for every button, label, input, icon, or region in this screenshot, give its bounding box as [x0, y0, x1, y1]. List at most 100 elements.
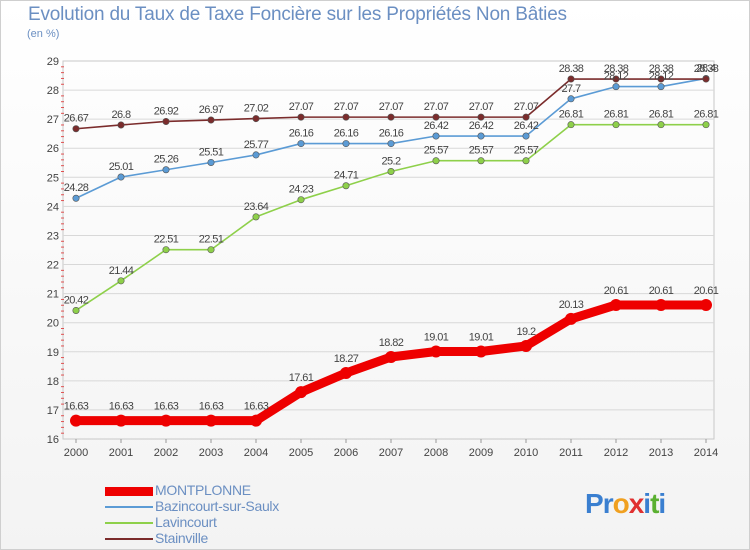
- x-tick-label: 2013: [649, 447, 673, 459]
- data-label: 26.42: [469, 120, 494, 132]
- data-point: [72, 306, 80, 314]
- x-tick-label: 2008: [424, 447, 448, 459]
- data-label: 26.81: [694, 109, 719, 121]
- y-tick-label: 26: [47, 143, 59, 155]
- x-tick-label: 2003: [199, 447, 223, 459]
- data-point: [117, 277, 125, 285]
- y-tick-label: 20: [47, 318, 59, 330]
- x-tick-label: 2007: [379, 447, 403, 459]
- legend-label: Lavincourt: [155, 514, 217, 530]
- data-point: [252, 115, 260, 123]
- data-label: 25.57: [424, 145, 449, 157]
- x-tick-label: 2006: [334, 447, 358, 459]
- data-point: [567, 95, 575, 103]
- data-point: [72, 125, 80, 133]
- y-axis-unit: (en %): [27, 28, 60, 40]
- data-point: [387, 113, 395, 121]
- data-label: 22.51: [199, 234, 224, 246]
- data-label: 26.81: [604, 109, 629, 121]
- data-label: 27.07: [514, 101, 539, 113]
- data-label: 28.12: [649, 71, 674, 83]
- data-label: 26.16: [379, 128, 404, 140]
- y-tick-label: 23: [47, 230, 59, 242]
- data-point: [252, 151, 260, 159]
- x-tick-label: 2004: [244, 447, 268, 459]
- data-label: 25.57: [514, 145, 539, 157]
- y-tick-label: 25: [47, 172, 59, 184]
- data-point: [432, 132, 440, 140]
- y-tick-label: 18: [47, 376, 59, 388]
- data-point: [477, 157, 485, 165]
- data-label: 26.97: [199, 104, 224, 116]
- data-label: 26.42: [424, 120, 449, 132]
- data-label: 26.16: [334, 128, 359, 140]
- data-label: 20.61: [649, 285, 674, 297]
- x-tick-label: 2002: [154, 447, 178, 459]
- y-tick-label: 16: [47, 434, 59, 446]
- y-tick-label: 19: [47, 347, 59, 359]
- data-label: 28.38: [649, 63, 674, 75]
- data-point: [655, 298, 667, 311]
- data-label: 26.16: [289, 128, 314, 140]
- data-point: [702, 121, 710, 129]
- logo-letter: r: [602, 488, 614, 519]
- data-point: [162, 117, 170, 125]
- data-label: 27.07: [424, 101, 449, 113]
- data-label: 25.26: [154, 154, 179, 166]
- data-point: [432, 157, 440, 165]
- data-label: 27.07: [334, 101, 359, 113]
- logo-letter: i: [658, 488, 666, 519]
- data-point: [612, 83, 620, 91]
- data-point: [610, 298, 622, 311]
- data-label: 27.7: [561, 83, 580, 95]
- data-point: [207, 158, 215, 166]
- y-tick-label: 17: [47, 405, 59, 417]
- data-label: 28.38: [694, 63, 719, 75]
- logo-letter: P: [585, 488, 604, 519]
- logo-letter: t: [650, 488, 659, 519]
- data-label: 26.81: [559, 109, 584, 121]
- data-label: 25.77: [244, 139, 269, 151]
- data-label: 16.63: [199, 401, 224, 413]
- data-label: 27.02: [244, 103, 269, 115]
- data-point: [657, 83, 665, 91]
- data-label: 25.51: [199, 146, 224, 158]
- data-point: [70, 414, 82, 427]
- data-point: [430, 345, 442, 358]
- data-label: 17.61: [289, 372, 314, 384]
- data-label: 16.63: [109, 401, 134, 413]
- data-point: [297, 196, 305, 204]
- logo-letter: o: [612, 488, 630, 519]
- data-point: [162, 166, 170, 174]
- legend-label: Bazincourt-sur-Saulx: [155, 498, 279, 514]
- data-point: [342, 182, 350, 190]
- data-label: 24.71: [334, 170, 359, 182]
- data-label: 19.01: [469, 331, 494, 343]
- data-point: [385, 351, 397, 364]
- data-label: 18.27: [334, 353, 359, 365]
- data-point: [297, 113, 305, 121]
- data-label: 25.57: [469, 145, 494, 157]
- data-point: [612, 75, 620, 83]
- y-tick-label: 29: [47, 56, 59, 68]
- data-label: 24.23: [289, 184, 314, 196]
- data-point: [520, 339, 532, 352]
- data-point: [657, 121, 665, 129]
- legend-swatch: [105, 522, 153, 524]
- data-point: [342, 113, 350, 121]
- data-label: 22.51: [154, 234, 179, 246]
- data-point: [72, 194, 80, 202]
- data-label: 16.63: [64, 401, 89, 413]
- data-point: [340, 366, 352, 379]
- data-label: 19.2: [516, 326, 535, 338]
- data-label: 26.42: [514, 120, 539, 132]
- data-label: 28.38: [559, 63, 584, 75]
- data-label: 26.67: [64, 113, 89, 125]
- x-tick-label: 2005: [289, 447, 313, 459]
- data-label: 16.63: [244, 401, 269, 413]
- data-label: 27.07: [469, 101, 494, 113]
- data-point: [342, 140, 350, 148]
- data-point: [432, 113, 440, 121]
- data-point: [160, 414, 172, 427]
- data-point: [567, 75, 575, 83]
